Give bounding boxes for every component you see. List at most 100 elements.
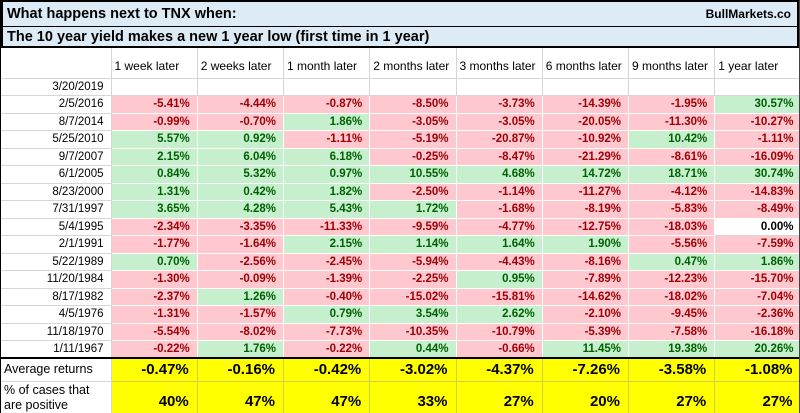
return-cell[interactable]: 2.62%	[456, 305, 543, 324]
return-cell[interactable]: -2.34%	[111, 218, 198, 236]
return-cell[interactable]: -1.11%	[714, 130, 799, 149]
return-cell[interactable]: 1.86%	[714, 253, 799, 271]
return-cell[interactable]: 0.70%	[111, 253, 198, 271]
return-cell[interactable]	[542, 78, 630, 96]
row-date-cell[interactable]: 6/1/2005	[1, 165, 112, 184]
return-cell[interactable]: 3.54%	[369, 305, 457, 324]
return-cell[interactable]: -2.36%	[714, 305, 799, 324]
return-cell[interactable]: -0.99%	[111, 113, 198, 131]
return-cell[interactable]: 1.72%	[369, 200, 457, 219]
return-cell[interactable]: -3.73%	[456, 95, 543, 114]
row-date-cell[interactable]: 4/5/1976	[1, 305, 112, 324]
return-cell[interactable]	[369, 78, 457, 96]
return-cell[interactable]: 0.95%	[456, 270, 543, 289]
return-cell[interactable]: -0.40%	[283, 288, 371, 306]
return-cell[interactable]: 6.18%	[283, 148, 371, 166]
return-cell[interactable]: 0.92%	[197, 130, 285, 149]
return-cell[interactable]: -5.94%	[369, 253, 457, 271]
return-cell[interactable]: -16.18%	[714, 323, 799, 341]
return-cell[interactable]: -2.25%	[369, 270, 457, 289]
return-cell[interactable]: -0.09%	[197, 270, 285, 289]
row-date-cell[interactable]: 3/20/2019	[1, 78, 112, 96]
return-cell[interactable]: -0.70%	[197, 113, 285, 131]
row-date-cell[interactable]: 7/31/1997	[1, 200, 112, 219]
return-cell[interactable]: -4.43%	[456, 253, 543, 271]
percent-positive-cell[interactable]: 40%	[111, 381, 198, 413]
column-header[interactable]: 1 month later	[283, 48, 371, 79]
return-cell[interactable]: -16.09%	[714, 148, 799, 166]
return-cell[interactable]: 6.04%	[197, 148, 285, 166]
return-cell[interactable]: 1.90%	[542, 235, 630, 254]
return-cell[interactable]: -1.77%	[111, 235, 198, 254]
percent-positive-cell[interactable]: 27%	[456, 381, 543, 413]
percent-positive-cell[interactable]: 33%	[369, 381, 457, 413]
percent-positive-cell[interactable]: 47%	[197, 381, 285, 413]
return-cell[interactable]: 5.43%	[283, 200, 371, 219]
row-date-cell[interactable]: 2/5/2016	[1, 95, 112, 114]
return-cell[interactable]: 5.57%	[111, 130, 198, 149]
average-return-cell[interactable]: -3.58%	[628, 357, 716, 382]
average-return-cell[interactable]: -1.08%	[714, 357, 799, 382]
percent-positive-cell[interactable]: 20%	[542, 381, 630, 413]
return-cell[interactable]: 10.42%	[628, 130, 716, 149]
return-cell[interactable]: -15.81%	[456, 288, 543, 306]
return-cell[interactable]: -14.83%	[714, 183, 799, 201]
return-cell[interactable]: -3.05%	[369, 113, 457, 131]
return-cell[interactable]: 0.79%	[283, 305, 371, 324]
return-cell[interactable]: -2.45%	[283, 253, 371, 271]
row-date-cell[interactable]: 9/7/2007	[1, 148, 112, 166]
row-date-cell[interactable]: 8/7/2014	[1, 113, 112, 131]
average-return-cell[interactable]: -0.16%	[197, 357, 285, 382]
return-cell[interactable]: -8.19%	[542, 200, 630, 219]
percent-positive-cell[interactable]: 27%	[628, 381, 716, 413]
return-cell[interactable]	[628, 78, 716, 96]
column-header[interactable]: 1 week later	[111, 48, 198, 79]
return-cell[interactable]: -1.95%	[628, 95, 716, 114]
return-cell[interactable]: -2.50%	[369, 183, 457, 201]
return-cell[interactable]: -5.39%	[542, 323, 630, 341]
return-cell[interactable]: -12.23%	[628, 270, 716, 289]
return-cell[interactable]: 4.28%	[197, 200, 285, 219]
return-cell[interactable]: -8.49%	[714, 200, 799, 219]
row-date-cell[interactable]: 5/4/1995	[1, 218, 112, 236]
return-cell[interactable]: 2.15%	[111, 148, 198, 166]
return-cell[interactable]: -10.27%	[714, 113, 799, 131]
return-cell[interactable]: -12.75%	[542, 218, 630, 236]
return-cell[interactable]: 0.84%	[111, 165, 198, 184]
return-cell[interactable]: 10.55%	[369, 165, 457, 184]
return-cell[interactable]: 2.15%	[283, 235, 371, 254]
return-cell[interactable]: -7.59%	[714, 235, 799, 254]
return-cell[interactable]: -10.35%	[369, 323, 457, 341]
return-cell[interactable]: -8.50%	[369, 95, 457, 114]
row-date-cell[interactable]: 1/11/1967	[1, 340, 112, 359]
return-cell[interactable]: 0.00%	[714, 218, 799, 236]
row-date-cell[interactable]: 8/17/1982	[1, 288, 112, 306]
column-header[interactable]: 2 months later	[369, 48, 457, 79]
return-cell[interactable]: -3.35%	[197, 218, 285, 236]
return-cell[interactable]: 1.76%	[197, 340, 285, 359]
return-cell[interactable]: 0.44%	[369, 340, 457, 359]
return-cell[interactable]: -1.31%	[111, 305, 198, 324]
return-cell[interactable]: -20.87%	[456, 130, 543, 149]
return-cell[interactable]: -4.12%	[628, 183, 716, 201]
return-cell[interactable]: -15.70%	[714, 270, 799, 289]
return-cell[interactable]: -18.03%	[628, 218, 716, 236]
return-cell[interactable]: -10.79%	[456, 323, 543, 341]
return-cell[interactable]: 1.31%	[111, 183, 198, 201]
return-cell[interactable]	[111, 78, 198, 96]
return-cell[interactable]: -10.92%	[542, 130, 630, 149]
return-cell[interactable]: -3.05%	[456, 113, 543, 131]
return-cell[interactable]: -9.59%	[369, 218, 457, 236]
return-cell[interactable]: -5.19%	[369, 130, 457, 149]
return-cell[interactable]: -2.10%	[542, 305, 630, 324]
return-cell[interactable]: -2.37%	[111, 288, 198, 306]
return-cell[interactable]: -1.68%	[456, 200, 543, 219]
percent-positive-cell[interactable]: 27%	[714, 381, 799, 413]
return-cell[interactable]: -11.33%	[283, 218, 371, 236]
column-header[interactable]: 6 months later	[542, 48, 630, 79]
average-return-cell[interactable]: -0.42%	[283, 357, 371, 382]
return-cell[interactable]: 30.74%	[714, 165, 799, 184]
return-cell[interactable]: 4.68%	[456, 165, 543, 184]
row-date-cell[interactable]: 5/25/2010	[1, 130, 112, 149]
return-cell[interactable]: -8.61%	[628, 148, 716, 166]
